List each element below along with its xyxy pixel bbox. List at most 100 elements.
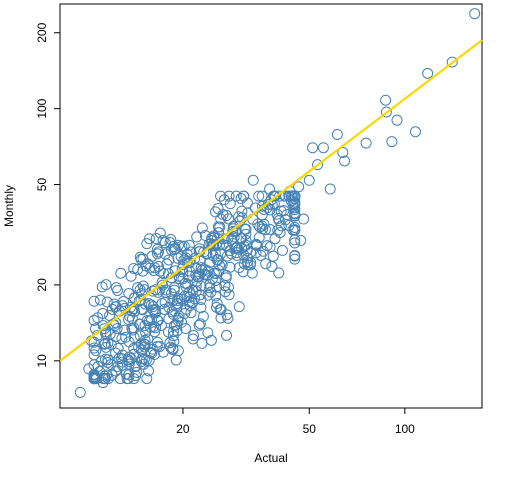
data-point [100,279,112,291]
data-point [208,267,220,279]
data-point [195,280,207,292]
data-point [88,359,100,371]
data-point [153,246,165,258]
data-point [141,373,153,385]
data-point [256,220,268,232]
data-point [175,251,187,263]
data-point [261,240,273,252]
data-point [140,354,152,366]
data-point [160,284,172,296]
data-point [145,321,157,333]
y-tick-label: 200 [35,22,49,42]
data-point [231,247,243,259]
data-point [101,369,113,381]
data-point [271,208,283,220]
data-point [172,345,184,357]
data-point [100,353,112,365]
data-point [164,236,176,248]
data-point [339,155,351,167]
data-point [289,237,301,249]
data-point [380,106,392,118]
data-point [221,329,233,341]
y-tick-label: 100 [35,98,49,118]
data-point [102,357,114,369]
data-point [163,254,175,266]
data-point [151,248,163,260]
data-point [235,232,247,244]
data-point [246,267,258,279]
data-point [307,142,319,154]
data-point [143,233,155,245]
data-point [211,298,223,310]
data-point [110,331,122,343]
data-point [247,174,259,186]
data-point [130,360,142,372]
data-point [201,269,213,281]
data-point [178,290,190,302]
data-point [240,234,252,246]
data-point [324,183,336,195]
data-point [196,337,208,349]
x-axis: 20 50 100 [176,408,415,436]
data-point [149,326,161,338]
data-point [128,262,140,274]
data-point [274,227,286,239]
data-point [188,330,200,342]
data-point [172,298,184,310]
data-point [191,231,203,243]
data-point [238,190,249,202]
data-point [198,246,210,258]
data-point [159,248,171,260]
data-point [127,324,139,336]
data-point [218,194,230,206]
data-point [139,334,151,346]
data-point [272,213,284,224]
data-point [151,341,163,353]
data-point [273,267,285,279]
data-point [117,300,129,312]
data-point [136,303,148,315]
data-point [168,284,180,296]
data-point [266,261,278,272]
data-point [293,181,305,193]
data-point [176,263,188,275]
y-tick-label: 50 [35,178,49,192]
data-point [242,252,254,264]
data-point [125,301,137,313]
data-point [212,203,224,215]
data-point [337,147,349,159]
data-point [159,237,171,249]
fit-line-layer [59,39,483,362]
data-point [100,341,112,353]
data-point [312,159,324,171]
data-point [128,332,140,344]
data-point [189,293,201,305]
data-point [145,299,157,311]
data-point [240,239,252,251]
data-point [331,128,343,140]
data-point [129,361,141,373]
data-point [90,373,102,385]
data-point [170,354,182,366]
data-point [242,259,254,271]
data-point [317,142,329,154]
data-point [211,301,223,313]
data-point [146,347,158,359]
data-point [123,358,135,370]
data-point [289,250,301,262]
data-point [166,306,178,318]
data-point [107,303,118,315]
data-point [119,324,131,336]
data-point [250,247,262,259]
data-point [236,205,248,217]
data-point [185,307,197,319]
data-point [172,315,184,327]
data-point [210,206,222,218]
data-point [253,190,265,202]
data-point [220,210,232,222]
data-point [138,353,150,365]
data-point [289,190,301,202]
data-point [233,301,245,313]
data-point [205,334,217,346]
data-point [272,224,284,236]
